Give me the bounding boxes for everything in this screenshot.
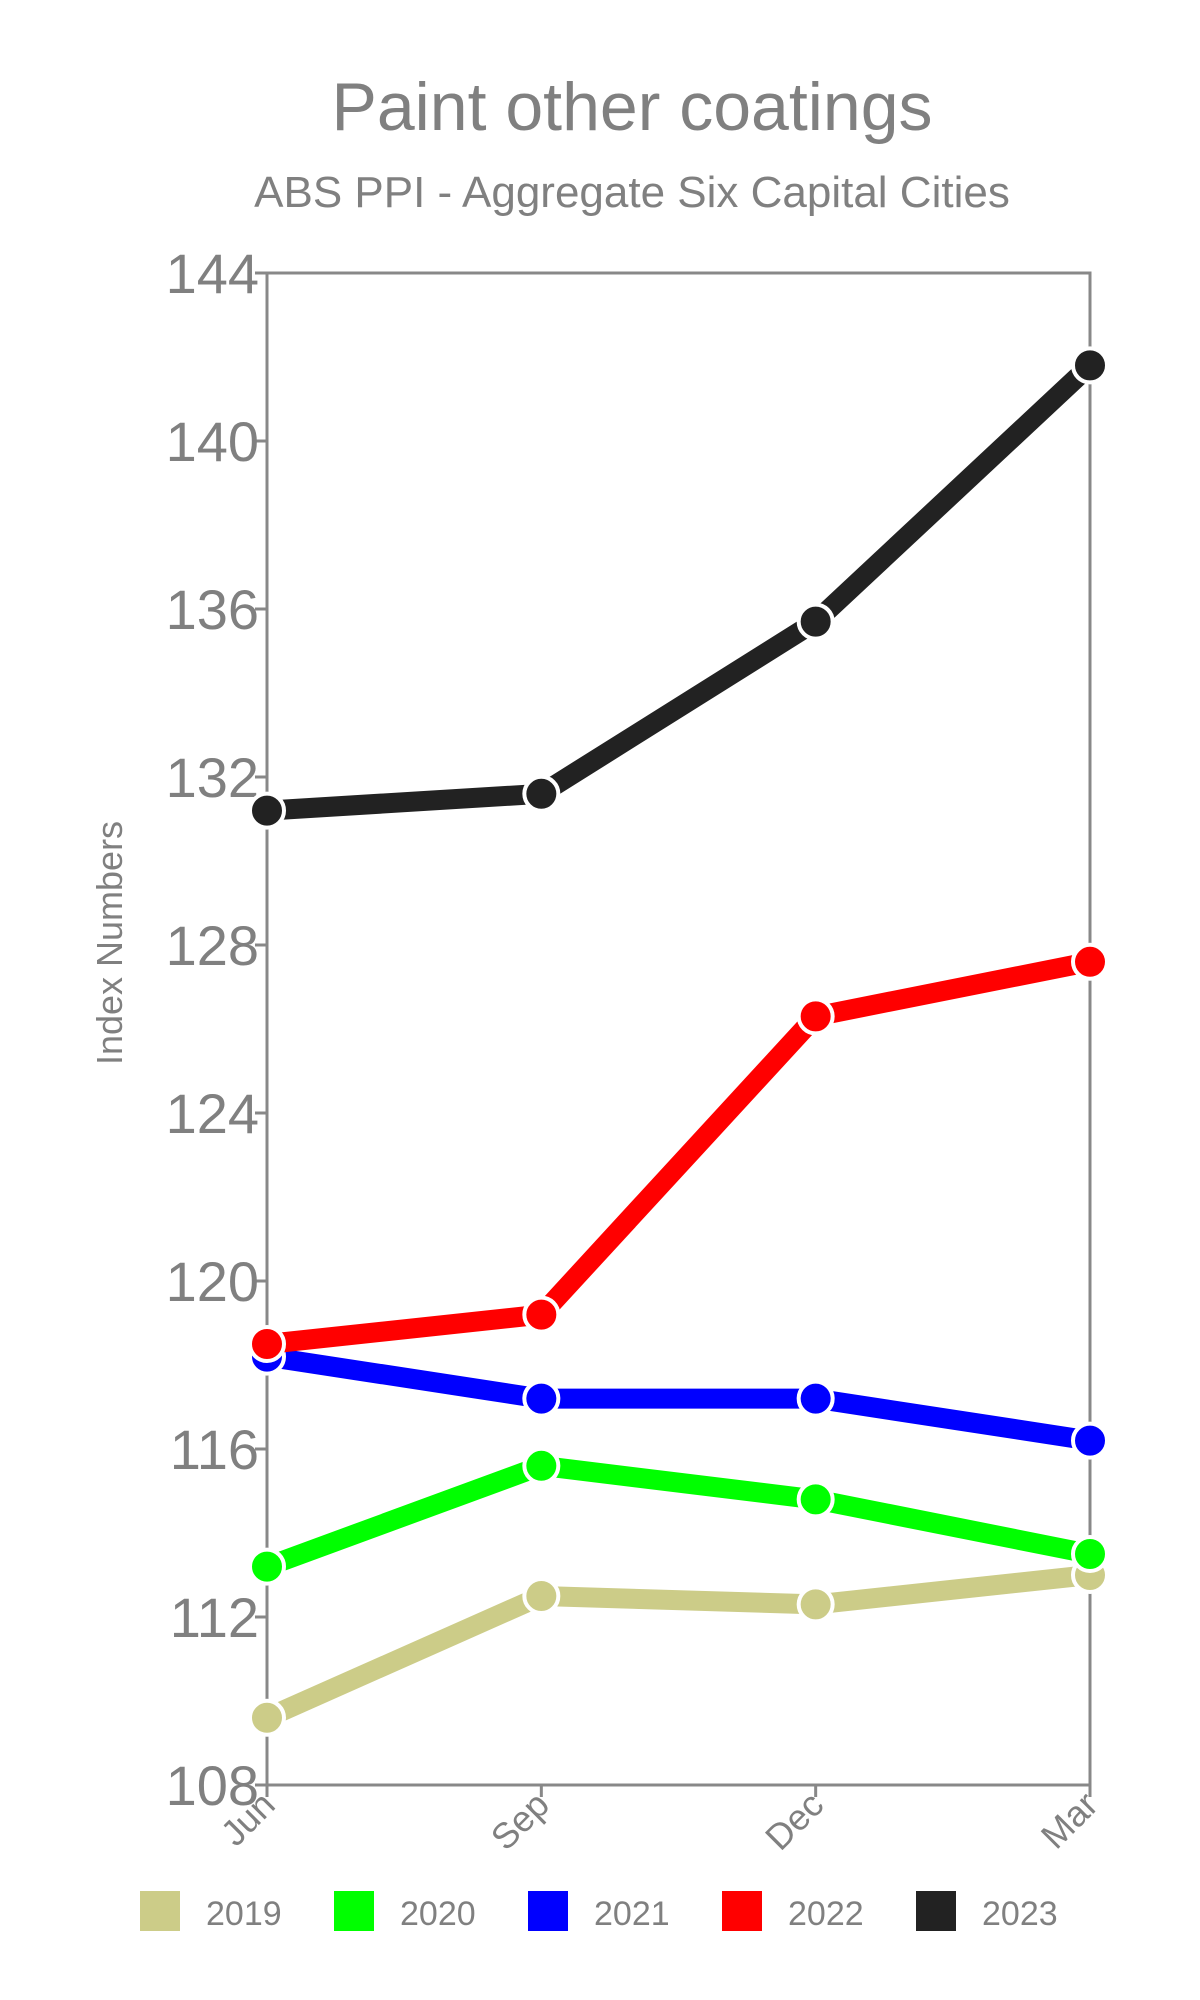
legend-label: 2021 [594, 1895, 670, 1933]
chart-title: Paint other coatings [331, 69, 932, 145]
y-axis-label: Index Numbers [89, 821, 130, 1065]
data-point [796, 1585, 835, 1624]
y-tick-label: 132 [166, 746, 259, 809]
legend-item-2023[interactable]: 2023 [916, 1891, 1058, 1933]
data-point [248, 1547, 286, 1586]
legend-swatch [140, 1891, 180, 1931]
data-point [248, 791, 286, 830]
y-tick-label: 116 [170, 1418, 259, 1481]
legend-swatch [916, 1891, 956, 1931]
y-tick-label: 120 [166, 1250, 259, 1313]
series-group [248, 346, 1109, 1737]
legend-item-2021[interactable]: 2021 [528, 1891, 670, 1933]
series-2023 [248, 346, 1109, 830]
data-point [248, 1325, 286, 1363]
data-point [796, 997, 835, 1036]
y-tick-label: 124 [166, 1082, 259, 1145]
legend-label: 2023 [982, 1895, 1058, 1933]
legend: 2019 2020 2021 2022 2023 [140, 1891, 1058, 1933]
y-axis: 108 112 116 120 124 128 132 136 140 144 [166, 242, 267, 1817]
series-line [257, 1565, 1100, 1728]
legend-label: 2019 [206, 1895, 282, 1933]
data-point [796, 602, 835, 641]
data-point [796, 1480, 835, 1519]
series-2022 [248, 942, 1109, 1363]
legend-label: 2020 [400, 1895, 476, 1933]
y-tick-label: 136 [166, 578, 259, 641]
plot-area-frame [265, 271, 1092, 1787]
data-point [522, 1577, 561, 1615]
legend-item-2022[interactable]: 2022 [722, 1891, 864, 1933]
y-tick-label: 144 [166, 242, 259, 305]
data-point [522, 1295, 561, 1334]
series-2020 [248, 1446, 1109, 1586]
y-tick-label: 128 [166, 914, 259, 977]
legend-item-2019[interactable]: 2019 [140, 1891, 282, 1933]
data-point [1071, 1421, 1109, 1460]
data-point [248, 1698, 286, 1737]
series-line [257, 355, 1100, 821]
legend-item-2020[interactable]: 2020 [334, 1891, 476, 1933]
data-point [522, 774, 561, 813]
series-line [257, 1346, 1100, 1451]
data-point [522, 1379, 561, 1418]
legend-swatch [722, 1891, 762, 1931]
data-point [1071, 346, 1109, 385]
series-line [257, 951, 1100, 1354]
data-point [796, 1379, 835, 1418]
data-point [1071, 1535, 1109, 1573]
data-point [1071, 942, 1109, 981]
y-tick-label: 108 [166, 1754, 259, 1817]
y-tick-label: 140 [166, 410, 259, 473]
legend-swatch [528, 1891, 568, 1931]
y-tick-label: 112 [170, 1586, 259, 1649]
data-point [522, 1446, 561, 1485]
chart-subtitle: ABS PPI - Aggregate Six Capital Cities [254, 168, 1010, 217]
legend-swatch [334, 1891, 374, 1931]
series-line [257, 1455, 1100, 1577]
legend-label: 2022 [788, 1895, 864, 1933]
